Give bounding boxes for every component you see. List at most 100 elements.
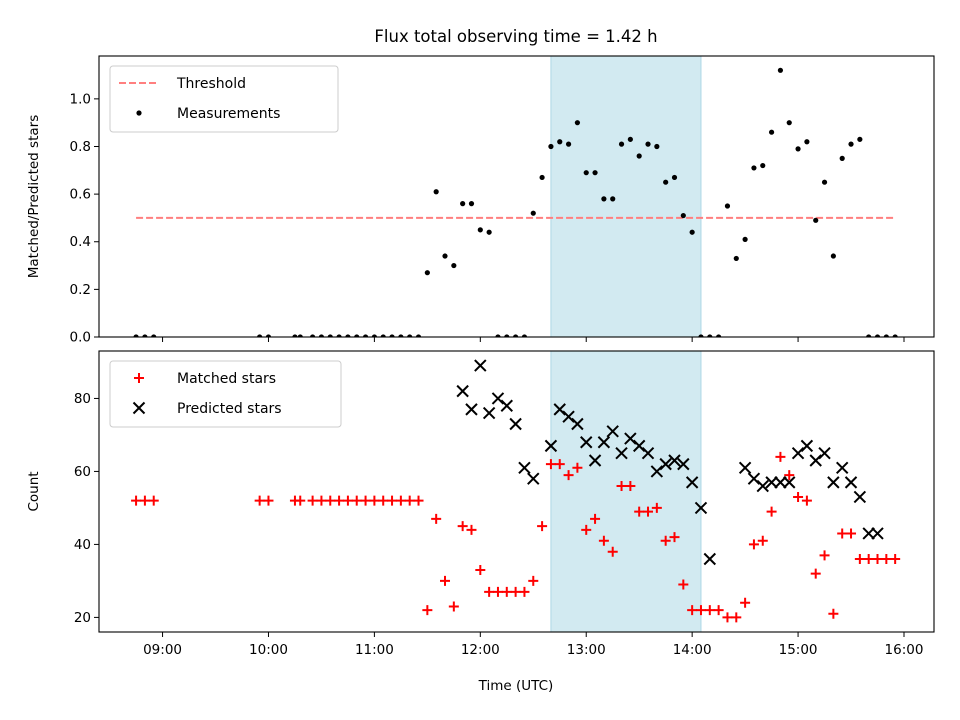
measurement-point	[760, 162, 766, 169]
measurement-point	[654, 143, 660, 150]
matched-star-point	[634, 506, 645, 517]
matched-star-point	[651, 502, 662, 513]
measurement-point	[565, 141, 572, 147]
legend-label: Threshold	[176, 76, 246, 92]
predicted-star-point	[500, 399, 513, 412]
matched-star-point	[837, 528, 848, 539]
matched-star-point	[510, 586, 521, 597]
matched-star-point	[695, 605, 706, 616]
y-tick-label: 0.2	[70, 282, 91, 298]
measurement-point	[751, 165, 757, 171]
legend-label: Matched stars	[177, 371, 276, 387]
matched-star-point	[740, 597, 751, 608]
y-tick-label: 0.6	[70, 187, 91, 203]
measurement-point	[786, 120, 792, 126]
legend-label: Predicted stars	[177, 401, 282, 417]
matched-star-point	[528, 575, 539, 586]
x-tick-label: 12:00	[461, 642, 500, 658]
matched-star-point	[713, 605, 724, 616]
measurement-point	[768, 129, 775, 135]
plot-area	[133, 67, 898, 337]
measurement-point	[371, 334, 377, 337]
x-tick-label: 11:00	[355, 642, 394, 658]
matched-star-point	[572, 462, 583, 473]
matched-star-point	[316, 495, 327, 506]
measurement-point	[297, 334, 303, 337]
measurement-point	[460, 201, 466, 207]
measurement-point	[601, 196, 607, 202]
matched-star-point	[351, 495, 362, 506]
matched-star-point	[360, 495, 371, 506]
measurement-point	[257, 334, 263, 337]
measurement-point	[618, 141, 625, 147]
axes-frame	[98, 350, 935, 633]
matched-star-point	[775, 451, 786, 462]
ratio-panel: 0.0 0.2 0.4 0.6 0.8 1.0 Matched/Predicted star…	[26, 55, 935, 346]
matched-star-point	[431, 513, 442, 524]
measurement-point	[142, 334, 148, 337]
legend-box	[109, 360, 342, 428]
predicted-star-point	[465, 403, 478, 416]
predicted-star-point	[827, 476, 840, 489]
x-tick-label: 10:00	[249, 642, 288, 658]
matched-star-point	[598, 535, 609, 546]
x-tick-label: 14:00	[673, 642, 712, 658]
measurement-point	[318, 334, 325, 337]
measurement-point	[424, 270, 430, 276]
predicted-star-point	[871, 527, 884, 540]
matched-star-point	[616, 481, 627, 492]
matched-star-point	[890, 554, 901, 565]
matched-star-point	[678, 579, 689, 590]
matched-star-point	[295, 495, 306, 506]
measurement-point	[680, 212, 686, 219]
measurement-point	[407, 334, 413, 337]
matched-star-point	[369, 495, 380, 506]
matched-star-point	[748, 539, 759, 550]
predicted-star-point	[518, 461, 531, 474]
predicted-star-point	[791, 446, 805, 460]
x-tick-label: 13:00	[567, 642, 606, 658]
x-axis-label: Time (UTC)	[478, 678, 554, 694]
predicted-star-point	[738, 461, 752, 474]
predicted-star-point	[853, 490, 867, 504]
predicted-star-point	[527, 472, 540, 485]
predicted-star-point	[800, 439, 814, 453]
predicted-star-point	[553, 403, 566, 416]
y-tick-label: 1.0	[70, 91, 91, 107]
measurement-point	[627, 136, 633, 142]
matched-star-point	[828, 608, 839, 619]
y-tick-label: 0.4	[70, 234, 91, 250]
measurement-point	[398, 334, 404, 337]
measurement-point	[636, 153, 642, 159]
measurement-point	[389, 334, 395, 337]
predicted-star-point	[694, 501, 708, 515]
predicted-star-point	[747, 472, 761, 485]
matched-star-point	[863, 554, 874, 565]
predicted-star-point	[668, 454, 681, 467]
matched-star-point	[501, 586, 512, 597]
legend: Threshold Measurements	[109, 65, 339, 133]
predicted-star-point	[650, 465, 664, 478]
measurement-point	[504, 334, 510, 337]
measurement-point	[442, 253, 448, 259]
measurement-point	[468, 201, 475, 207]
matched-star-point	[342, 495, 353, 506]
matched-star-point	[581, 524, 592, 535]
matched-star-point	[492, 586, 503, 597]
matched-star-point	[475, 564, 486, 575]
measurement-point	[415, 334, 422, 337]
matched-star-point	[784, 470, 795, 481]
measurement-point	[530, 210, 536, 216]
measurement-point	[583, 170, 589, 176]
matched-star-point	[440, 575, 451, 586]
matched-star-point	[395, 495, 406, 506]
predicted-star-point	[844, 476, 858, 489]
y-axis-label: Matched/Predicted stars	[26, 115, 42, 278]
measurement-point	[513, 334, 519, 337]
matched-star-point	[404, 495, 415, 506]
matched-star-point	[810, 568, 821, 579]
measurement-point	[821, 179, 828, 185]
matched-star-point	[819, 550, 830, 561]
measurement-point	[495, 334, 501, 337]
x-tick-label: 09:00	[143, 642, 182, 658]
